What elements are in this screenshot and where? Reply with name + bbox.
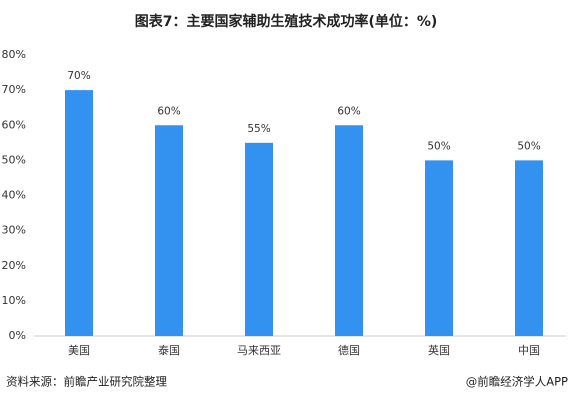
bar [245,142,273,336]
x-tick-label: 马来西亚 [237,344,281,357]
value-label: 55% [247,123,270,135]
y-tick-label: 30% [2,224,26,237]
y-tick-label: 50% [2,153,26,166]
value-label: 60% [157,105,180,117]
y-tick-label: 70% [2,83,26,96]
x-tick-label: 泰国 [158,343,180,357]
bar [515,160,543,336]
bar [425,160,453,336]
bar [65,90,93,336]
x-tick-label: 美国 [68,344,90,357]
value-label: 70% [67,70,90,82]
credit: @前瞻经济学人APP [466,375,568,389]
y-tick-label: 0% [9,329,26,342]
y-tick-label: 10% [2,294,26,307]
x-tick-label: 德国 [338,343,360,357]
value-label: 50% [517,140,540,152]
y-tick-label: 40% [2,189,26,202]
value-label: 50% [427,140,450,152]
chart-title: 图表7：主要国家辅助生殖技术成功率(单位：%) [135,13,438,30]
y-tick-label: 60% [2,118,26,131]
value-label: 60% [337,105,360,117]
bar [335,125,363,336]
source-note: 资料来源：前瞻产业研究院整理 [6,375,167,389]
y-tick-label: 20% [2,259,26,272]
x-tick-label: 英国 [428,343,450,357]
bar [155,125,183,336]
y-tick-label: 80% [2,48,26,61]
x-tick-label: 中国 [518,344,540,357]
